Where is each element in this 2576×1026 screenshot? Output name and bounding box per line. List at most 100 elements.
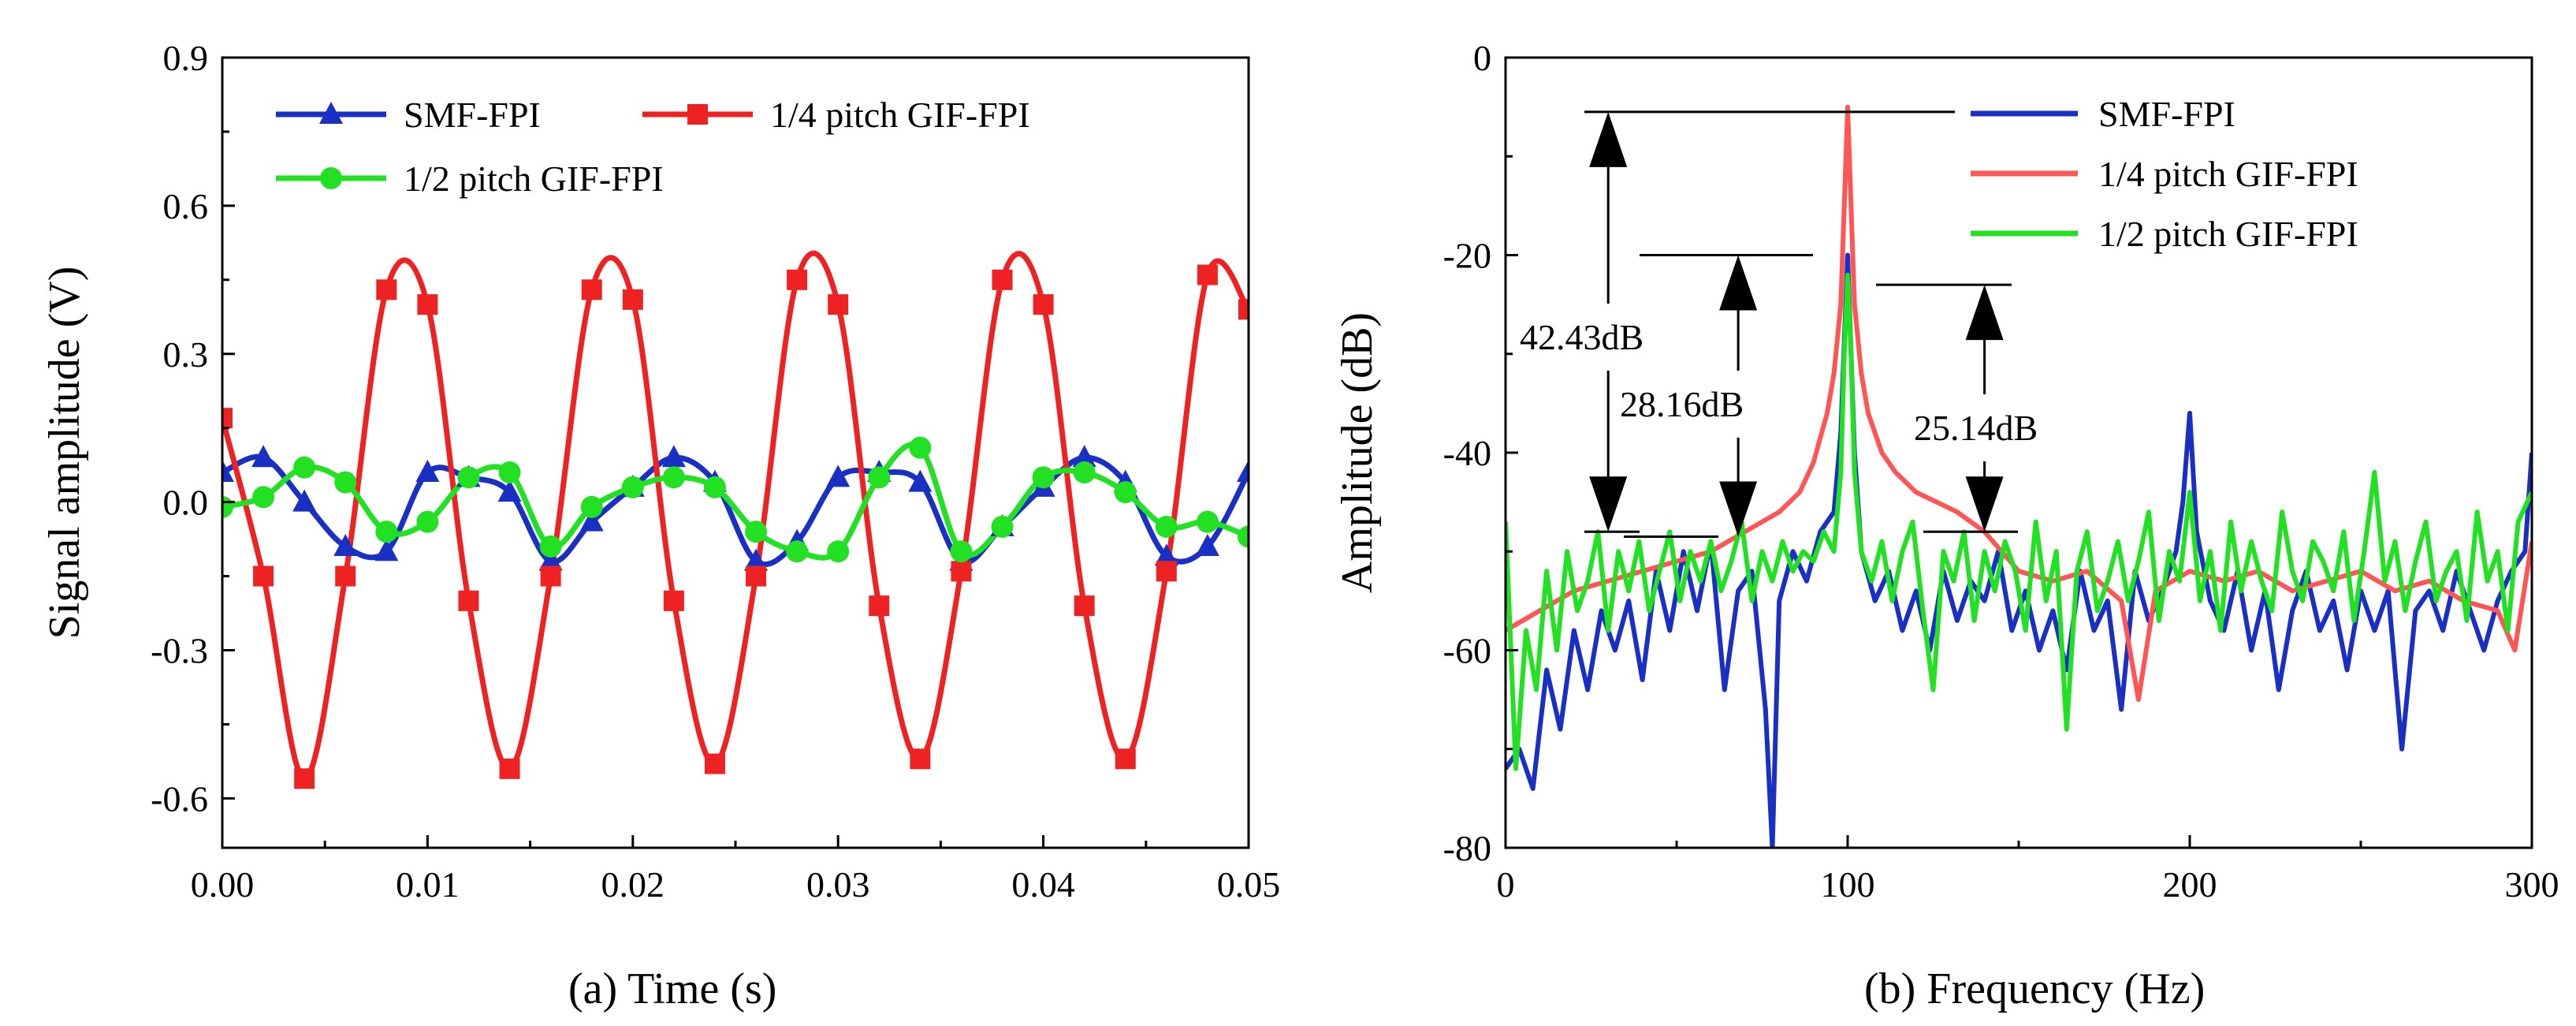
data-point-1-4-pitch-gif-fpi [951, 561, 972, 582]
panel-a-markers-group [222, 264, 1249, 789]
data-point-1-2-pitch-gif-fpi [662, 466, 685, 489]
panel-b-ticks-group: 0 100 200 300 -80 -60 -40 -20 0 [1443, 38, 2559, 905]
legend-marker [319, 102, 343, 124]
legend-entry-smf-fpi: SMF-FPI [276, 95, 541, 135]
data-point-1-4-pitch-gif-fpi [335, 565, 356, 587]
data-point-smf-fpi [744, 548, 769, 571]
y-tick-label: -60 [1443, 631, 1491, 671]
data-point-smf-fpi [415, 460, 440, 483]
legend-label: 1/2 pitch GIF-FPI [404, 159, 664, 199]
y-tick-label: 0.0 [163, 483, 209, 523]
annotation-arrow-down [1719, 481, 1758, 537]
legend-label: 1/2 pitch GIF-FPI [2098, 214, 2358, 254]
series-line-1-4-pitch-gif-fpi [1506, 104, 2532, 703]
panel-a-chart: 0.00 0.01 0.02 0.03 0.04 0.05 -0.6 -0.3 0.0 0.3 0.… [40, 38, 1280, 1013]
legend-label: 1/4 pitch GIF-FPI [2098, 154, 2358, 194]
annotation-arrow-up [1589, 111, 1628, 167]
data-point-1-2-pitch-gif-fpi [827, 540, 850, 563]
panel-b-series-group [1506, 104, 2532, 848]
data-point-1-2-pitch-gif-fpi [1032, 466, 1055, 489]
data-point-1-2-pitch-gif-fpi [252, 486, 275, 509]
legend-marker [320, 167, 342, 189]
y-tick-label: -0.3 [151, 631, 208, 671]
data-point-1-4-pitch-gif-fpi [499, 758, 520, 779]
legend-entry-1-4-pitch-gif-fpi: 1/4 pitch GIF-FPI [642, 95, 1030, 135]
data-point-smf-fpi [333, 533, 358, 556]
x-tick-label: 0.04 [1011, 864, 1075, 905]
panel-b-legend: SMF-FPI 1/4 pitch GIF-FPI 1/2 pitch GIF-FP… [1971, 94, 2358, 254]
series-line-smf-fpi [1506, 252, 2532, 848]
annotation-42-43db: 42.43dB [1520, 110, 1955, 533]
legend-entry-1-4-pitch-gif-fpi: 1/4 pitch GIF-FPI [1971, 154, 2358, 194]
panel-b-x-axis-label: (b) Frequency (Hz) [1864, 964, 2205, 1013]
data-point-1-2-pitch-gif-fpi [293, 456, 316, 479]
x-tick-label: 200 [2163, 864, 2217, 905]
data-point-1-4-pitch-gif-fpi [458, 590, 479, 611]
data-point-1-4-pitch-gif-fpi [1156, 561, 1177, 582]
data-point-smf-fpi [579, 509, 604, 532]
data-point-1-4-pitch-gif-fpi [1238, 299, 1249, 320]
x-tick-label: 0.00 [191, 864, 255, 905]
legend-entry-smf-fpi: SMF-FPI [1971, 94, 2235, 134]
panel-b-y-axis-label: Amplitude (dB) [1333, 312, 1382, 593]
data-point-smf-fpi [908, 469, 932, 492]
data-point-1-4-pitch-gif-fpi [417, 294, 438, 315]
y-tick-label: 0.6 [163, 186, 209, 226]
data-point-1-2-pitch-gif-fpi [745, 520, 768, 543]
data-point-1-4-pitch-gif-fpi [1033, 294, 1054, 315]
y-tick-label: -40 [1443, 433, 1491, 473]
data-point-1-2-pitch-gif-fpi [1238, 525, 1249, 548]
data-point-smf-fpi [251, 445, 276, 468]
annotation-arrow-down [1965, 476, 2004, 532]
data-point-1-4-pitch-gif-fpi [746, 565, 767, 587]
series-line-1-2-pitch-gif-fpi [1506, 272, 2532, 771]
data-point-1-4-pitch-gif-fpi [1115, 748, 1136, 770]
x-tick-label: 300 [2505, 864, 2559, 905]
annotation-label: 25.14dB [1914, 408, 2038, 448]
annotation-label: 42.43dB [1520, 317, 1644, 357]
data-point-1-2-pitch-gif-fpi [375, 520, 398, 543]
data-point-1-4-pitch-gif-fpi [540, 565, 561, 587]
panel-a-x-axis-label: (a) Time (s) [568, 964, 776, 1013]
data-point-1-4-pitch-gif-fpi [1197, 264, 1218, 285]
legend-entry-1-2-pitch-gif-fpi: 1/2 pitch GIF-FPI [1971, 214, 2358, 254]
data-point-smf-fpi [374, 539, 399, 562]
data-point-1-4-pitch-gif-fpi [622, 289, 643, 310]
data-point-smf-fpi [497, 479, 522, 502]
x-tick-label: 0 [1497, 864, 1515, 905]
legend-label: SMF-FPI [2098, 94, 2235, 134]
series-line-1-4-pitch-gif-fpi [222, 250, 1249, 782]
y-tick-label: 0.9 [163, 38, 209, 78]
y-tick-label: -20 [1443, 236, 1491, 276]
data-point-1-2-pitch-gif-fpi [334, 471, 357, 494]
data-point-1-2-pitch-gif-fpi [950, 540, 973, 563]
y-tick-label: -0.6 [151, 778, 208, 819]
data-point-1-2-pitch-gif-fpi [498, 461, 521, 484]
data-point-1-2-pitch-gif-fpi [909, 436, 932, 459]
data-point-1-2-pitch-gif-fpi [1114, 481, 1137, 504]
data-point-1-4-pitch-gif-fpi [869, 595, 890, 617]
panel-a-y-axis-label: Signal amplitude (V) [40, 267, 89, 640]
annotation-28-16db: 28.16dB [1620, 254, 1813, 538]
y-tick-label: 0.3 [163, 334, 209, 375]
annotation-25-14db: 25.14dB [1876, 283, 2038, 533]
data-point-smf-fpi [222, 460, 234, 483]
data-point-1-2-pitch-gif-fpi [1073, 461, 1096, 484]
data-point-1-2-pitch-gif-fpi [621, 476, 644, 498]
panel-a-ticks-group: 0.00 0.01 0.02 0.03 0.04 0.05 -0.6 -0.3 0.0 0.3 0.… [151, 38, 1280, 905]
data-point-1-2-pitch-gif-fpi [1196, 510, 1219, 533]
data-point-1-2-pitch-gif-fpi [703, 476, 726, 498]
panel-a-legend: SMF-FPI 1/4 pitch GIF-FPI 1/2 pitch GIF-FP… [276, 95, 1030, 199]
y-tick-label: 0 [1473, 38, 1491, 78]
panel-b-chart: 0 100 200 300 -80 -60 -40 -20 0 42.43dB 28.16dB 25… [1333, 38, 2559, 1013]
panel-a-series-group [222, 250, 1249, 782]
annotation-arrow-up [1965, 285, 2004, 341]
x-tick-label: 0.02 [601, 864, 665, 905]
data-point-1-4-pitch-gif-fpi [992, 269, 1013, 290]
data-point-1-4-pitch-gif-fpi [376, 279, 397, 300]
data-point-smf-fpi [1154, 543, 1178, 566]
data-point-smf-fpi [826, 464, 851, 487]
data-point-1-4-pitch-gif-fpi [704, 753, 725, 774]
x-tick-label: 0.01 [396, 864, 460, 905]
